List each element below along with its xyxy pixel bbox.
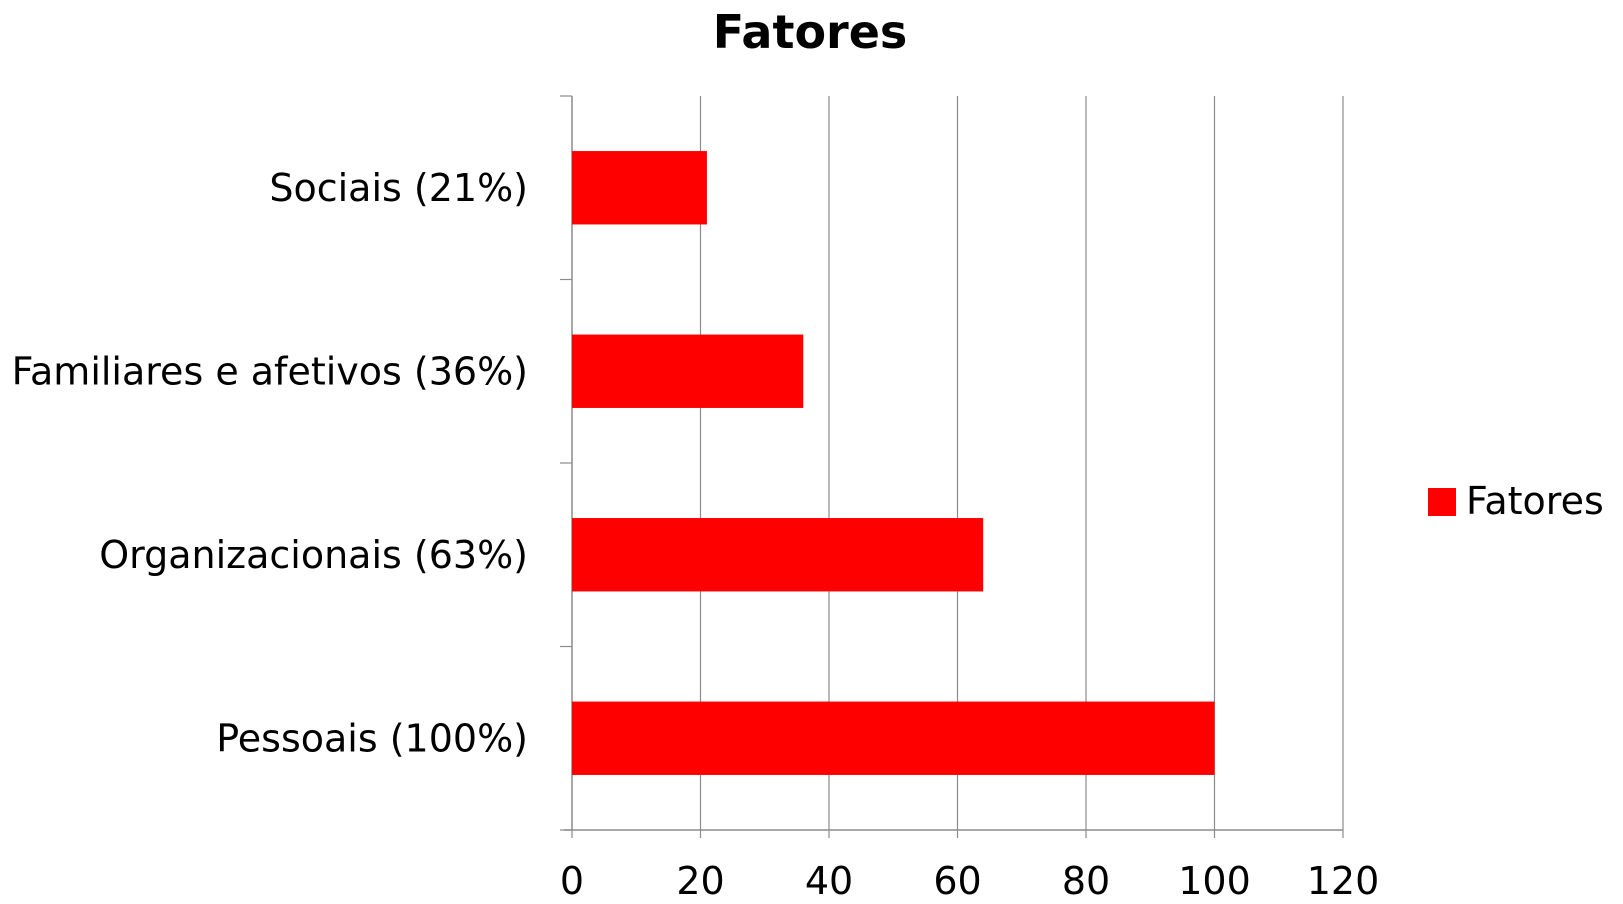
- category-label: Organizacionais (63%): [99, 533, 528, 577]
- category-label: Pessoais (100%): [216, 716, 528, 760]
- bar: [572, 151, 707, 225]
- bar: [572, 701, 1215, 775]
- x-tick-label: 100: [1178, 859, 1251, 903]
- x-tick-labels: 0 20 40 60 80 100 120: [560, 859, 1379, 903]
- category-labels: Pessoais (100%) Organizacionais (63%) Fami…: [12, 166, 528, 761]
- x-tick-label: 80: [1062, 859, 1110, 903]
- x-tick-label: 60: [933, 859, 981, 903]
- bar: [572, 518, 984, 592]
- bars: [572, 151, 1215, 775]
- x-tick-label: 0: [560, 859, 584, 903]
- legend: Fatores: [1428, 479, 1604, 523]
- x-tick-label: 20: [676, 859, 724, 903]
- x-tick-label: 40: [805, 859, 853, 903]
- legend-swatch: [1428, 488, 1456, 516]
- category-label: Familiares e afetivos (36%): [12, 349, 528, 393]
- bar: [572, 334, 804, 408]
- category-label: Sociais (21%): [269, 166, 528, 210]
- x-tick-label: 120: [1307, 859, 1380, 903]
- chart-title: Fatores: [713, 5, 908, 59]
- legend-label: Fatores: [1466, 479, 1604, 523]
